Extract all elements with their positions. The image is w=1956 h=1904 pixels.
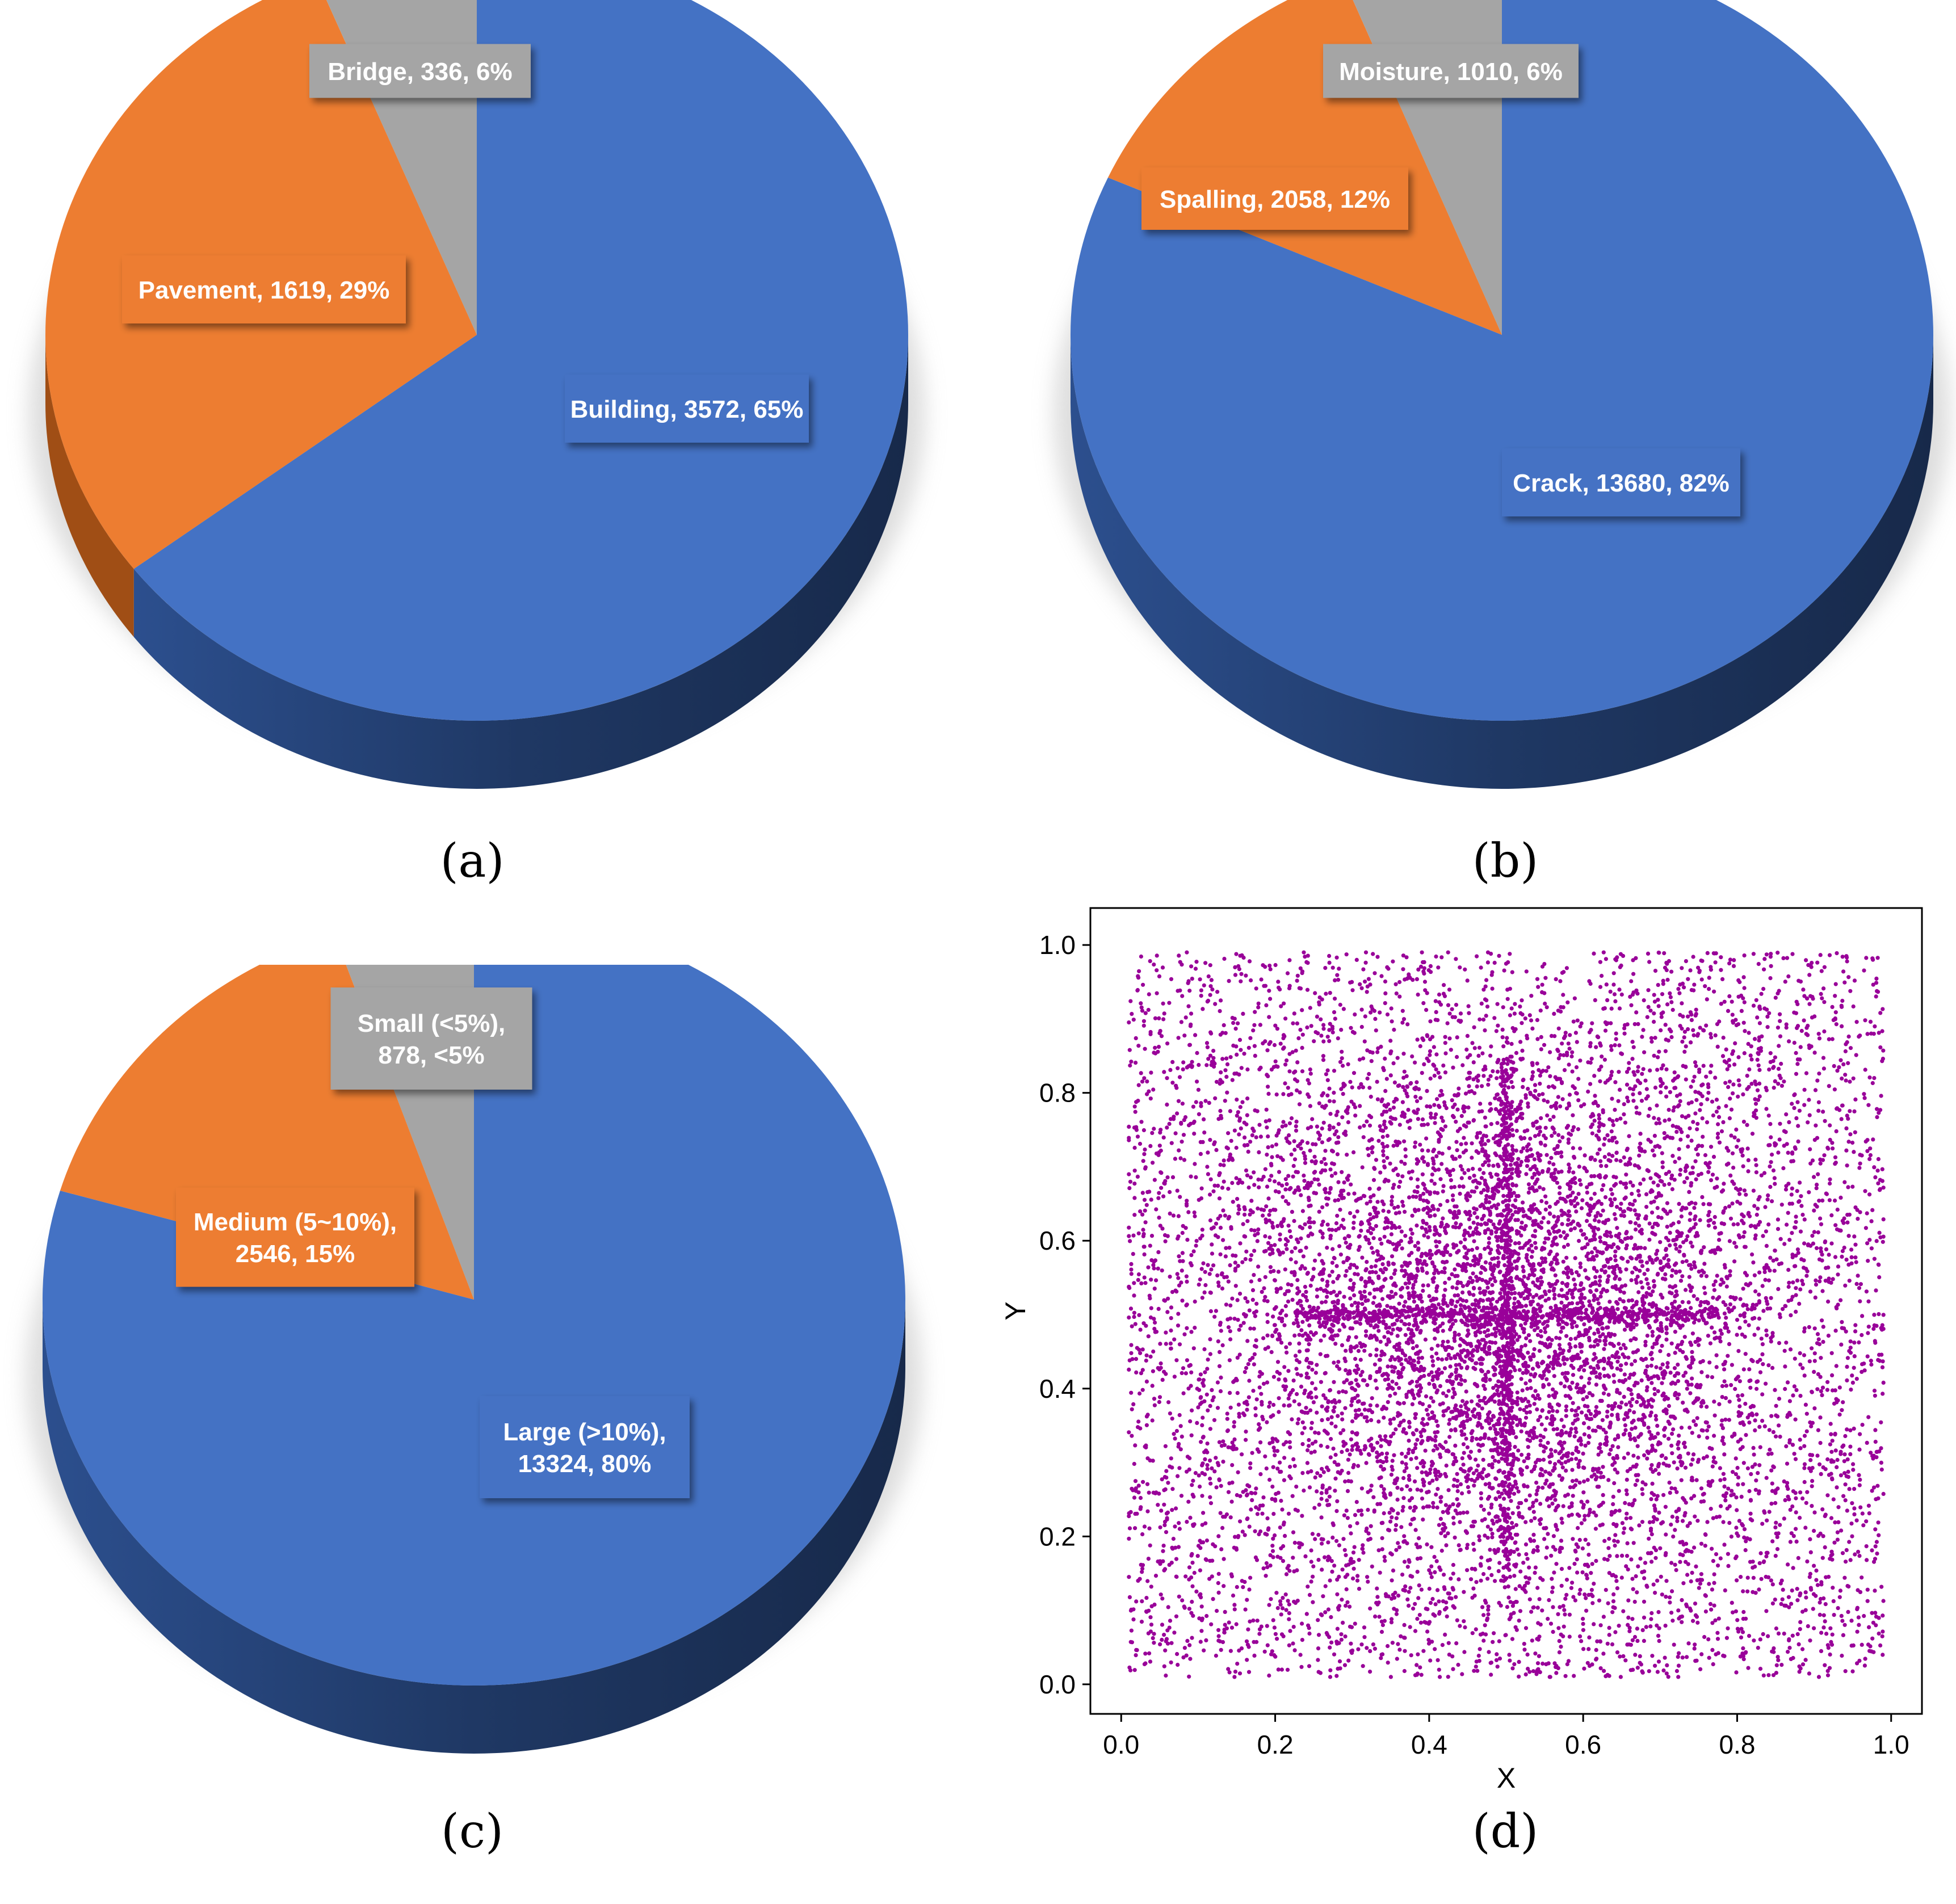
pie-slice-0 xyxy=(133,0,908,721)
pie-label-1: Pavement, 1619, 29% xyxy=(122,255,406,323)
y-tick-label: 0.8 xyxy=(1039,1078,1076,1108)
y-tick-label: 0.0 xyxy=(1039,1670,1076,1699)
y-tick-label: 0.2 xyxy=(1039,1521,1076,1551)
pie-slice-0 xyxy=(1071,0,1933,721)
y-tick-label: 0.6 xyxy=(1039,1226,1076,1255)
pie-chart-c: Large (>10%), 13324, 80% Medium (5~10%), 25… xyxy=(0,914,965,1788)
pie-label-2: Small (<5%), 878, <5% xyxy=(330,987,532,1090)
pie-label-text: Large (>10%), xyxy=(503,1418,666,1446)
pie-label-2: Bridge, 336, 6% xyxy=(309,44,531,98)
y-tick-label: 1.0 xyxy=(1039,930,1076,960)
caption-c: (c) xyxy=(441,1805,503,1859)
pie-a-svg: Building, 3572, 65% Pavement, 1619, 29% Br… xyxy=(28,0,925,789)
pie-label-1: Medium (5~10%), 2546, 15% xyxy=(176,1187,414,1287)
scatter-point-cloud xyxy=(1127,950,1886,1679)
pie-label-text: 2546, 15% xyxy=(236,1240,355,1268)
x-tick-label: 0.0 xyxy=(1103,1730,1139,1759)
pie-label-0: Crack, 13680, 82% xyxy=(1502,448,1740,516)
pie-side-1 xyxy=(45,335,134,637)
pie-label-0: Building, 3572, 65% xyxy=(565,375,809,443)
pie-label-text: Building, 3572, 65% xyxy=(570,396,804,423)
pie-label-0: Large (>10%), 13324, 80% xyxy=(480,1396,690,1498)
plot-frame xyxy=(1089,907,1923,1715)
pie-chart-a: Building, 3572, 65% Pavement, 1619, 29% Br… xyxy=(0,0,965,823)
scatter-chart-d: 0.0 0.2 0.4 0.6 0.8 1.0 0.0 0.2 0.4 0.6 0.8 1.0 X Y xyxy=(991,885,1956,1794)
pie-side-0 xyxy=(133,335,909,789)
x-tick-label: 0.2 xyxy=(1257,1730,1294,1759)
caption-a: (a) xyxy=(440,834,505,888)
pie-b-svg: Crack, 13680, 82% Spalling, 2058, 12% Mois… xyxy=(1053,0,1950,789)
pie-label-text: Moisture, 1010, 6% xyxy=(1339,58,1563,86)
caption-b: (b) xyxy=(1472,834,1539,888)
scatter-svg: 0.0 0.2 0.4 0.6 0.8 1.0 0.0 0.2 0.4 0.6 0.8 1.0 X Y xyxy=(1000,907,1923,1794)
pie-label-text: 878, <5% xyxy=(378,1041,484,1069)
y-tick-label: 0.4 xyxy=(1039,1374,1076,1403)
x-axis-label: X xyxy=(1497,1762,1516,1793)
x-tick-label: 1.0 xyxy=(1873,1730,1909,1759)
caption-d: (d) xyxy=(1472,1805,1539,1859)
pie-label-text: Bridge, 336, 6% xyxy=(328,58,512,86)
pie-label-text: Small (<5%), xyxy=(358,1010,505,1037)
pie-label-text: Medium (5~10%), xyxy=(194,1208,397,1236)
y-axis-label: Y xyxy=(1000,1301,1031,1320)
pie-side-0 xyxy=(1071,335,1933,789)
pie-label-1: Spalling, 2058, 12% xyxy=(1141,167,1408,230)
pie-label-text: Spalling, 2058, 12% xyxy=(1160,186,1390,213)
pie-side-0 xyxy=(43,1300,905,1754)
pie-label-text: Crack, 13680, 82% xyxy=(1513,469,1730,497)
pie-slice-0 xyxy=(42,914,906,1686)
pie-label-2: Moisture, 1010, 6% xyxy=(1323,44,1579,98)
pie-label-text: Pavement, 1619, 29% xyxy=(138,276,390,304)
pie-c-svg: Large (>10%), 13324, 80% Medium (5~10%), 25… xyxy=(26,914,922,1754)
scatter-points xyxy=(1127,950,1886,1679)
pie-chart-b: Crack, 13680, 82% Spalling, 2058, 12% Mois… xyxy=(991,0,1956,823)
pie-label-text: 13324, 80% xyxy=(518,1450,652,1478)
x-tick-label: 0.4 xyxy=(1411,1730,1447,1759)
x-tick-label: 0.8 xyxy=(1719,1730,1755,1759)
x-tick-label: 0.6 xyxy=(1565,1730,1601,1759)
